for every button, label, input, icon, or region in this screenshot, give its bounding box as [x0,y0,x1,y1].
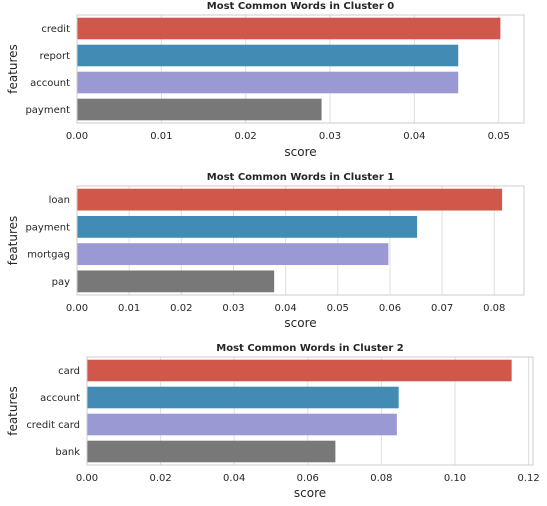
x-axis-label: score [284,316,316,330]
x-tick-label: 0.06 [379,303,401,314]
x-tick-label: 0.08 [483,303,505,314]
bar-payment [77,215,418,238]
x-tick-label: 0.02 [149,473,171,484]
x-tick-label: 0.12 [517,473,539,484]
bar-loan [77,188,503,211]
y-tick-label: report [39,51,70,62]
bar-card [87,359,512,382]
x-tick-label: 0.04 [403,131,425,142]
y-tick-label: mortgag [27,250,70,261]
bar-bank [87,440,336,463]
x-tick-label: 0.06 [297,473,319,484]
y-tick-label: account [30,78,70,89]
x-tick-label: 0.00 [66,131,88,142]
y-axis-label: features [6,44,20,94]
x-tick-label: 0.03 [319,131,341,142]
y-tick-label: payment [25,222,70,233]
y-axis-label: features [6,386,20,436]
y-tick-label: loan [49,195,70,206]
y-tick-label: pay [52,277,70,288]
bar-payment [77,98,322,121]
x-tick-label: 0.00 [66,303,88,314]
x-tick-label: 0.05 [327,303,349,314]
subplot-cluster-2: card account credit card bank 0.00 0.02 0.04 0.… [6,343,540,500]
x-tick-label: 0.01 [150,131,172,142]
x-tick-label: 0.03 [222,303,244,314]
chart-title: Most Common Words in Cluster 2 [216,343,403,354]
plot-frame [76,185,525,296]
x-tick-label: 0.02 [170,303,192,314]
x-tick-label: 0.10 [444,473,466,484]
y-tick-label: bank [55,447,80,458]
x-tick-label: 0.08 [370,473,392,484]
x-axis-label: score [294,486,326,500]
y-tick-label: card [58,366,80,377]
x-tick-label: 0.04 [223,473,245,484]
x-axis-label: score [284,145,316,159]
bar-account [77,71,459,94]
x-tick-label: 0.01 [118,303,140,314]
subplot-cluster-0: credit report account payment 0.00 0.01 0.02 0.… [6,1,525,159]
y-tick-label: account [40,393,80,404]
bar-pay [77,270,275,293]
plot-frame [86,356,534,466]
chart-title: Most Common Words in Cluster 1 [207,172,394,183]
y-axis-label: features [6,216,20,266]
y-tick-label: payment [25,105,70,116]
chart-title: Most Common Words in Cluster 0 [207,1,394,12]
x-tick-label: 0.05 [488,131,510,142]
bar-account [87,386,399,409]
y-tick-label: credit card [26,420,80,431]
bar-credit [77,17,501,40]
plot-frame [76,14,525,124]
bar-report [77,44,459,67]
bar-credit-card [87,413,397,436]
y-tick-label: credit [41,24,70,35]
x-tick-label: 0.07 [431,303,453,314]
x-tick-label: 0.04 [275,303,297,314]
x-tick-label: 0.02 [235,131,257,142]
x-tick-label: 0.00 [76,473,98,484]
bar-mortgag [77,243,389,266]
subplot-cluster-1: loan payment mortgag pay 0.00 0.01 0.02 0.03 0.0… [6,172,525,330]
